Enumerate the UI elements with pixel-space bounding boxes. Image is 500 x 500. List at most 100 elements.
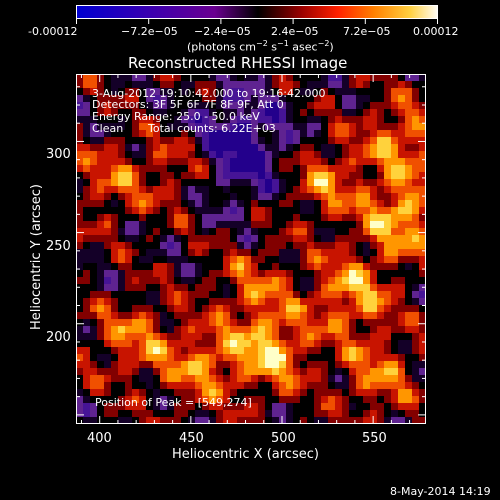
- heatmap-cell: [188, 116, 196, 124]
- heatmap-cell: [174, 235, 182, 243]
- heatmap-cell: [384, 326, 392, 334]
- heatmap-cell: [279, 193, 287, 201]
- heatmap-cell: [97, 368, 105, 376]
- heatmap-cell: [160, 375, 168, 383]
- heatmap-cell: [237, 270, 245, 278]
- heatmap-cell: [377, 116, 385, 124]
- heatmap-cell: [272, 207, 280, 215]
- heatmap-cell: [279, 165, 287, 173]
- heatmap-cell: [356, 361, 364, 369]
- heatmap-cell: [146, 389, 154, 397]
- heatmap-cell: [314, 151, 322, 159]
- heatmap-cell: [300, 130, 308, 138]
- heatmap-cell: [223, 305, 231, 313]
- heatmap-cell: [384, 102, 392, 110]
- heatmap-cell: [174, 417, 182, 424]
- heatmap-cell: [153, 298, 161, 306]
- heatmap-cell: [286, 88, 294, 96]
- heatmap-cell: [321, 340, 329, 348]
- heatmap-cell: [384, 179, 392, 187]
- heatmap-cell: [384, 382, 392, 390]
- heatmap-cell: [412, 277, 420, 285]
- heatmap-cell: [174, 277, 182, 285]
- heatmap-cell: [335, 109, 343, 117]
- heatmap-cell: [104, 109, 112, 117]
- heatmap-cell: [216, 193, 224, 201]
- heatmap-cell: [398, 179, 406, 187]
- heatmap-cell: [216, 326, 224, 334]
- heatmap-cell: [216, 221, 224, 229]
- heatmap-cell: [370, 102, 378, 110]
- heatmap-cell: [328, 81, 336, 89]
- heatmap-cell: [342, 109, 350, 117]
- heatmap-cell: [125, 221, 133, 229]
- heatmap-cell: [251, 284, 259, 292]
- heatmap-cell: [230, 291, 238, 299]
- heatmap-cell: [174, 102, 182, 110]
- heatmap-cell: [90, 95, 98, 103]
- heatmap-cell: [307, 340, 315, 348]
- heatmap-cell: [258, 144, 266, 152]
- heatmap-cell: [97, 256, 105, 264]
- heatmap-cell: [384, 263, 392, 271]
- heatmap-cell: [398, 277, 406, 285]
- heatmap-cell: [188, 333, 196, 341]
- heatmap-cell: [216, 144, 224, 152]
- heatmap-cell: [349, 249, 357, 257]
- heatmap-cell: [279, 403, 287, 411]
- annotation-energy: Energy Range: 25.0 - 50.0 keV: [92, 110, 260, 123]
- heatmap-cell: [237, 382, 245, 390]
- heatmap-cell: [321, 137, 329, 145]
- heatmap-cell: [314, 81, 322, 89]
- heatmap-cell: [195, 242, 203, 250]
- heatmap-cell: [335, 361, 343, 369]
- heatmap-cell: [237, 403, 245, 411]
- heatmap-cell: [272, 347, 280, 355]
- heatmap-cell: [118, 263, 126, 271]
- heatmap-cell: [230, 116, 238, 124]
- heatmap-cell: [125, 396, 133, 404]
- heatmap-cell: [398, 382, 406, 390]
- heatmap-cell: [97, 158, 105, 166]
- heatmap-cell: [314, 165, 322, 173]
- heatmap-cell: [104, 326, 112, 334]
- heatmap-cell: [209, 235, 217, 243]
- heatmap-cell: [293, 116, 301, 124]
- heatmap-cell: [90, 333, 98, 341]
- heatmap-cell: [146, 270, 154, 278]
- heatmap-cell: [363, 298, 371, 306]
- heatmap-cell: [104, 382, 112, 390]
- heatmap-cell: [342, 235, 350, 243]
- heatmap-cell: [174, 326, 182, 334]
- heatmap-cell: [300, 235, 308, 243]
- heatmap-cell: [307, 179, 315, 187]
- heatmap-cell: [363, 410, 371, 418]
- heatmap-cell: [195, 186, 203, 194]
- heatmap-cell: [328, 74, 336, 82]
- heatmap-cell: [118, 95, 126, 103]
- heatmap-cell: [90, 186, 98, 194]
- heatmap-cell: [104, 172, 112, 180]
- heatmap-cell: [125, 263, 133, 271]
- heatmap-cell: [237, 172, 245, 180]
- heatmap-cell: [300, 256, 308, 264]
- heatmap-cell: [146, 284, 154, 292]
- heatmap-cell: [174, 207, 182, 215]
- heatmap-cell: [76, 270, 84, 278]
- heatmap-cell: [335, 137, 343, 145]
- heatmap-cell: [363, 347, 371, 355]
- heatmap-cell: [265, 193, 273, 201]
- heatmap-cell: [188, 130, 196, 138]
- heatmap-cell: [258, 389, 266, 397]
- heatmap-cell: [230, 109, 238, 117]
- heatmap-cell: [342, 270, 350, 278]
- heatmap-cell: [181, 340, 189, 348]
- heatmap-cell: [202, 179, 210, 187]
- heatmap-cell: [160, 354, 168, 362]
- heatmap-cell: [188, 214, 196, 222]
- heatmap-cell: [265, 291, 273, 299]
- colorbar-tick-label-5: 0.00012: [413, 25, 459, 38]
- heatmap-cell: [293, 277, 301, 285]
- heatmap-cell: [111, 130, 119, 138]
- heatmap-cell: [139, 326, 147, 334]
